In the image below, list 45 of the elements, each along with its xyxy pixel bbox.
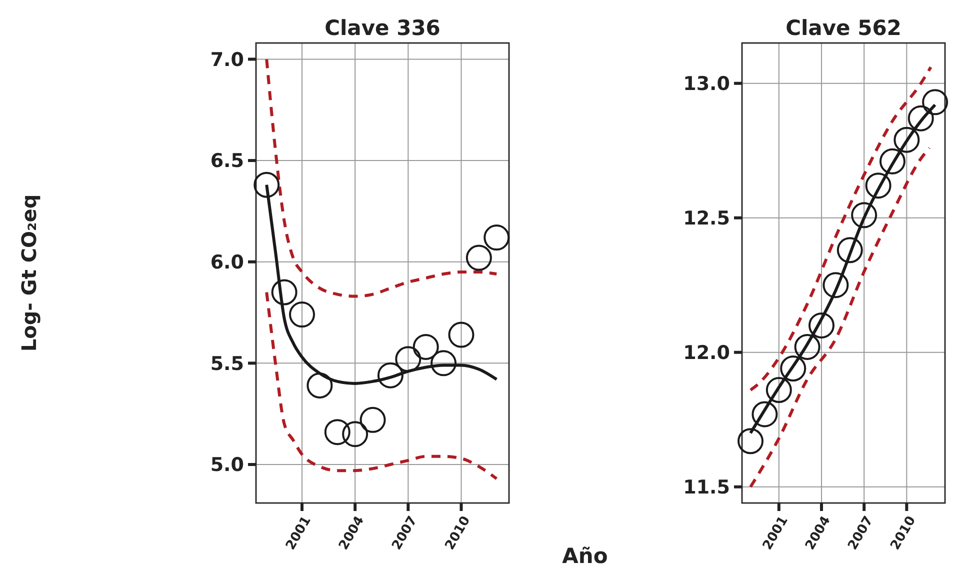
point xyxy=(254,172,280,198)
point xyxy=(822,272,849,298)
y-tick-label: 12.0 xyxy=(683,342,730,364)
point xyxy=(306,372,333,398)
line-series xyxy=(265,58,498,298)
line-series xyxy=(749,66,932,392)
point xyxy=(836,237,863,264)
point xyxy=(808,312,834,338)
x-axis-title: Año xyxy=(562,544,608,568)
y-tick-label: 13.0 xyxy=(683,73,730,95)
point xyxy=(865,172,892,199)
y-tick-label: 6.5 xyxy=(210,150,244,172)
line-series xyxy=(749,146,931,488)
chart-title: Clave 562 xyxy=(786,16,902,40)
point xyxy=(922,89,948,116)
y-tick-label: 5.5 xyxy=(210,352,244,375)
point xyxy=(752,401,778,428)
y-tick-label: 11.5 xyxy=(683,476,730,499)
point xyxy=(430,350,457,376)
point xyxy=(879,148,906,174)
point xyxy=(342,421,368,448)
point xyxy=(780,355,806,382)
y-tick-label: 6.0 xyxy=(210,252,244,274)
point xyxy=(271,279,298,306)
y-tick-label: 12.5 xyxy=(683,208,730,230)
point xyxy=(484,224,510,251)
point xyxy=(766,377,792,404)
point xyxy=(412,334,439,360)
point xyxy=(289,302,315,328)
point xyxy=(395,346,422,372)
y-tick-label: 7.0 xyxy=(210,48,244,71)
point xyxy=(360,406,386,433)
point xyxy=(324,419,350,446)
point xyxy=(738,428,764,454)
point xyxy=(908,105,934,132)
y-tick-label: 5.0 xyxy=(210,454,244,476)
point xyxy=(794,334,820,360)
point xyxy=(466,244,492,271)
point xyxy=(894,126,920,153)
y-axis-title: Log- Gt CO₂eq xyxy=(17,194,41,352)
chart-title: Clave 336 xyxy=(324,16,440,40)
line-series xyxy=(265,290,498,480)
point xyxy=(851,202,878,228)
point xyxy=(377,362,404,388)
point xyxy=(448,322,474,348)
